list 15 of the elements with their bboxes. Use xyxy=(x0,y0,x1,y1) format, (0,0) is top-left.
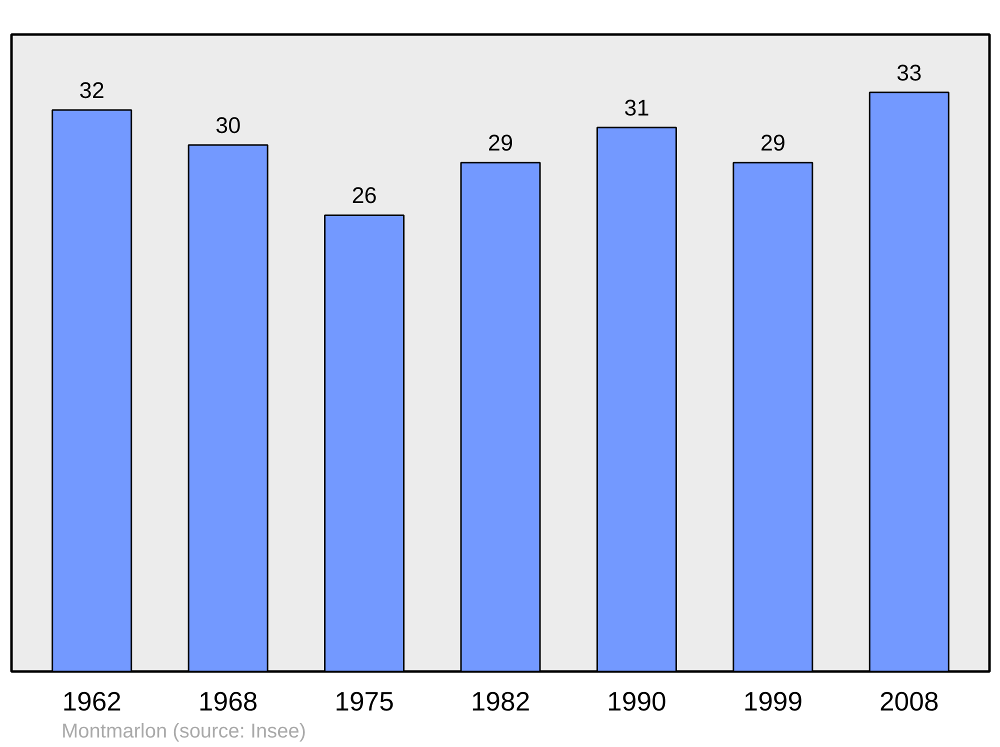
data-label: 33 xyxy=(896,59,922,86)
x-tick-label: 2008 xyxy=(879,686,939,716)
x-tick-label: 1968 xyxy=(198,686,258,716)
text: Montmarlon (source: Insee) xyxy=(62,720,306,742)
data-label: 26 xyxy=(352,182,377,208)
data-label: 32 xyxy=(79,76,104,103)
data-label: 29 xyxy=(760,130,786,156)
x-tick-label: 1990 xyxy=(607,686,666,716)
x-tick-label: 1962 xyxy=(62,686,122,716)
x-tick-label: 1975 xyxy=(334,686,394,716)
data-label: 30 xyxy=(215,112,241,138)
data-label: 31 xyxy=(624,94,650,121)
x-tick-label: 1999 xyxy=(743,686,803,716)
x-tick-label: 1982 xyxy=(470,686,530,716)
data-label: 29 xyxy=(488,130,514,156)
